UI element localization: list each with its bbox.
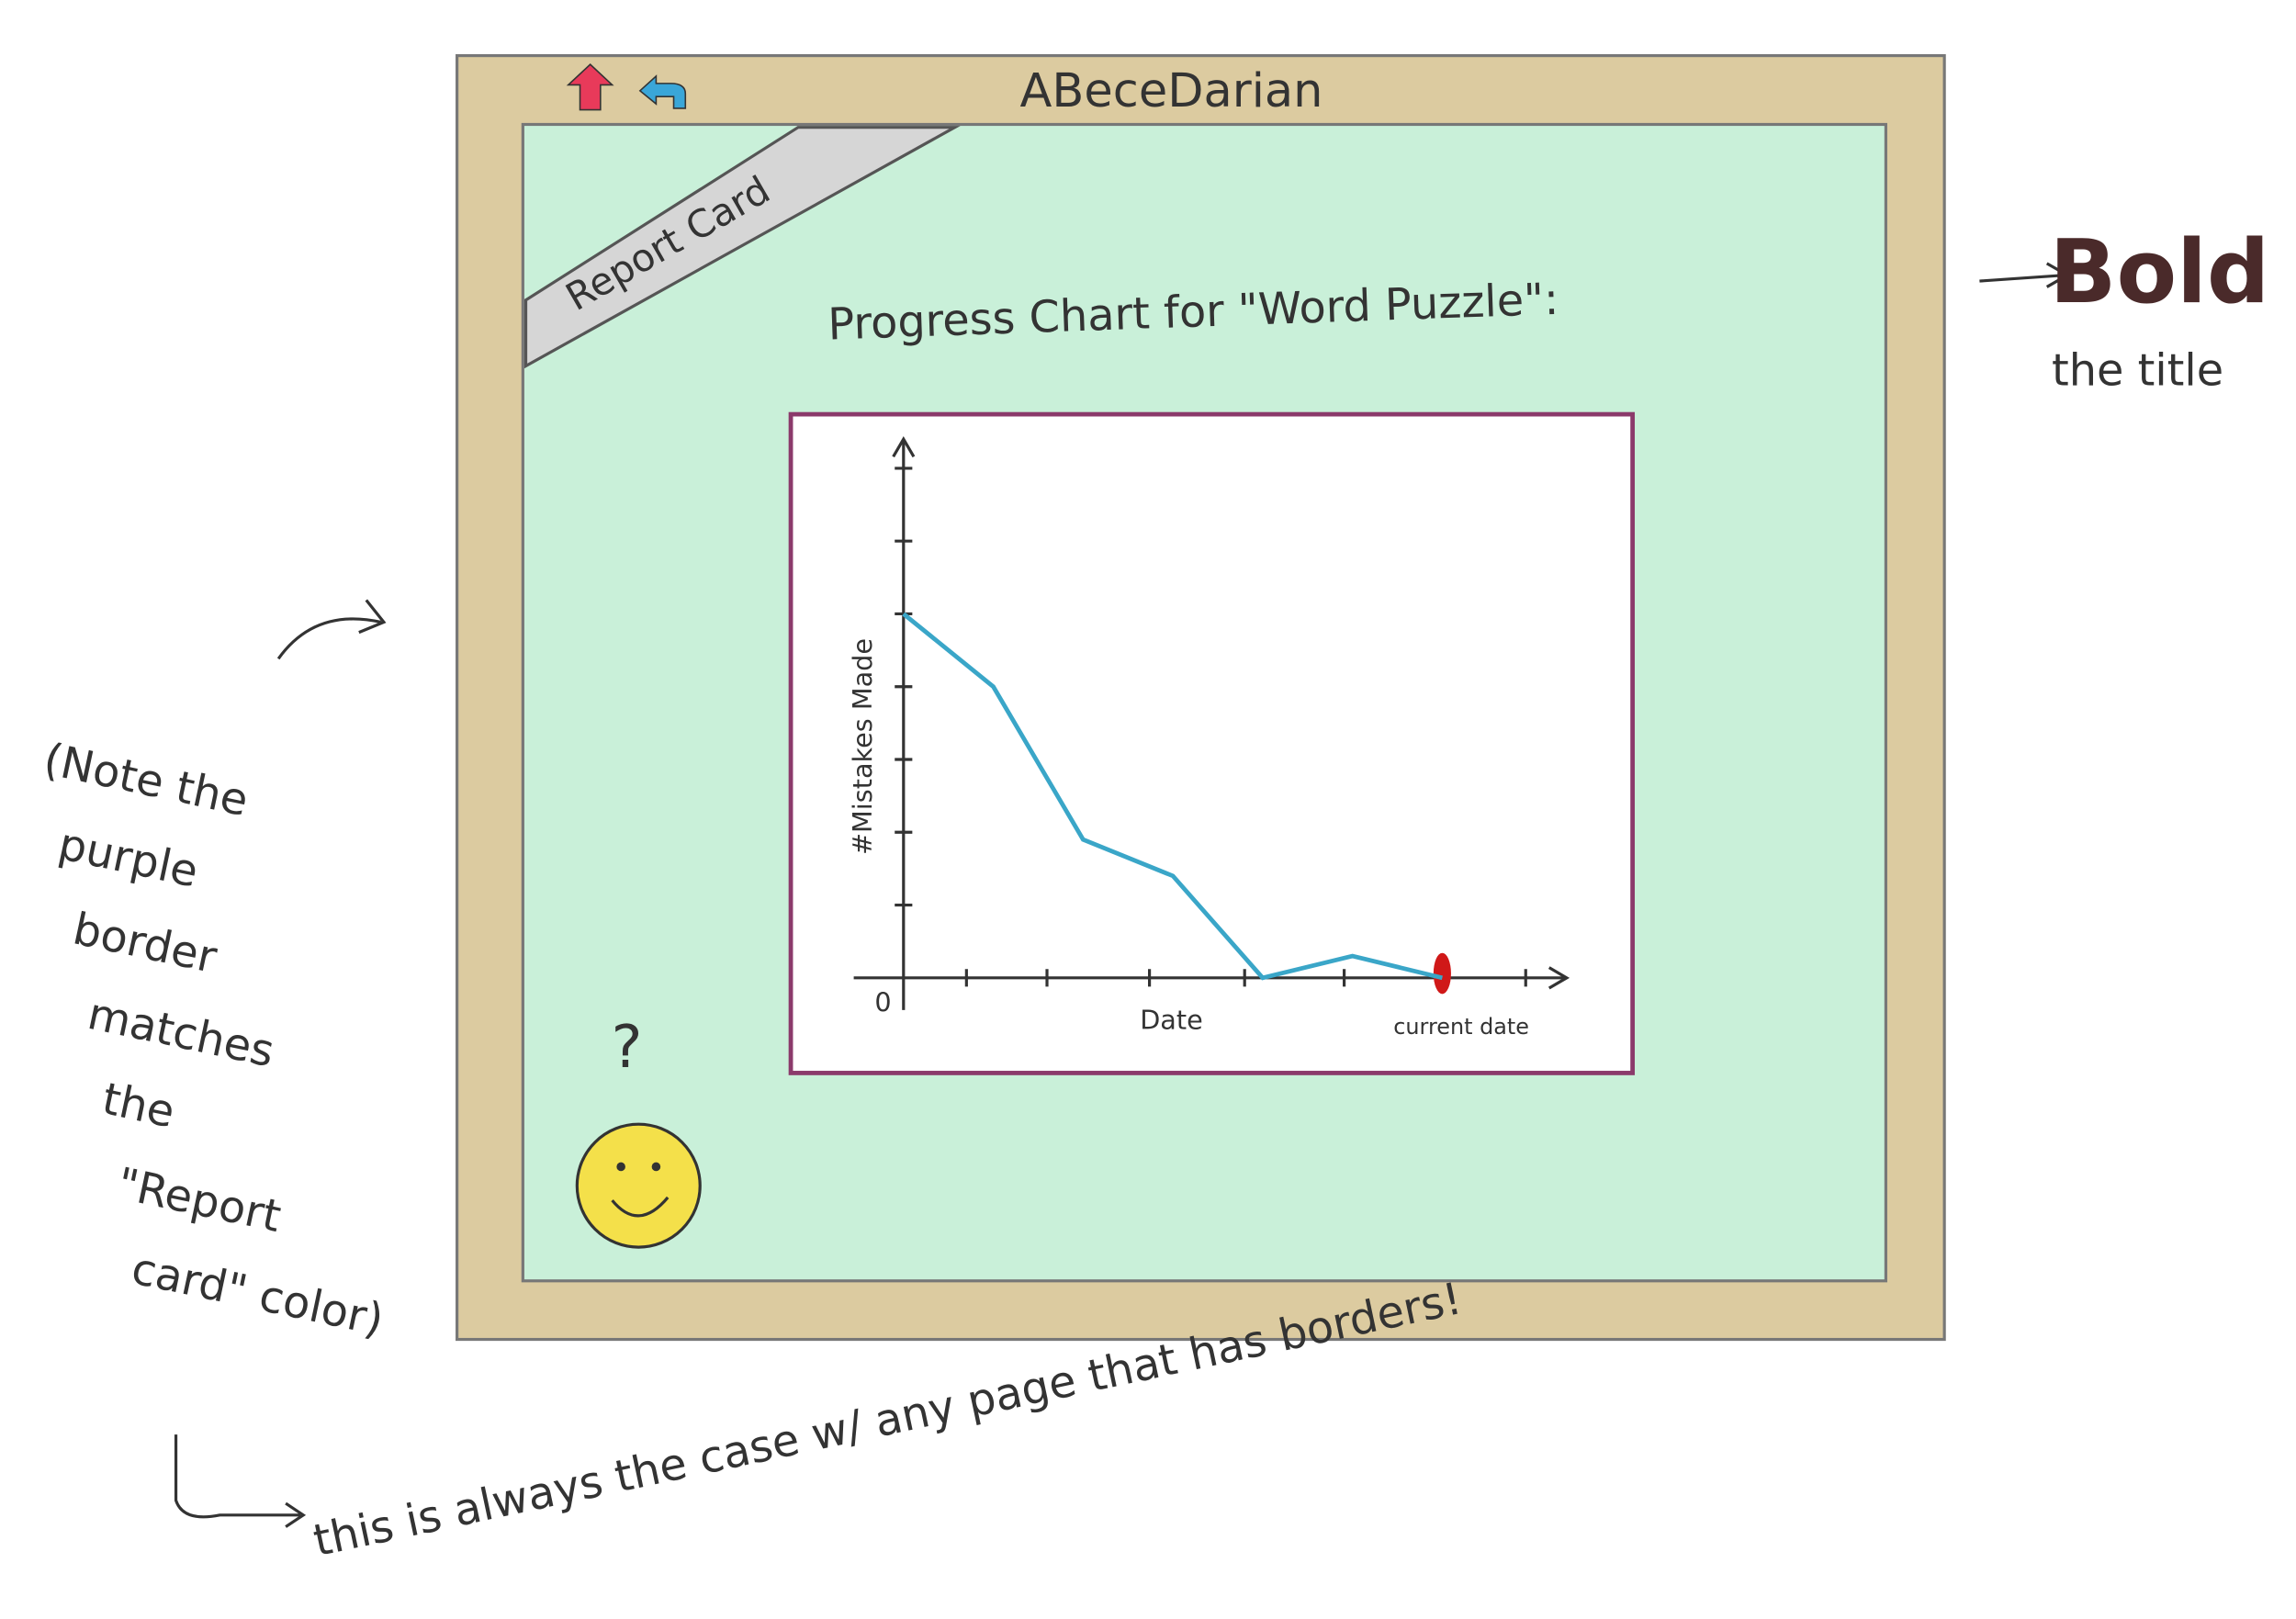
home-button[interactable] <box>566 63 614 111</box>
border-note-line: border <box>69 904 221 984</box>
smiley-eye <box>616 1162 625 1172</box>
x-axis-arrow <box>1548 966 1570 990</box>
report-card-tab[interactable] <box>523 126 961 369</box>
border-note-line: (Note the <box>39 735 253 827</box>
progress-line <box>902 612 1443 981</box>
back-button[interactable] <box>638 74 687 109</box>
y-axis-label: #Mistakes Made <box>847 638 878 855</box>
bold-note: Bold <box>2050 220 2270 323</box>
border-note-line: purple <box>54 819 202 898</box>
x-axis-label: Date <box>1140 1005 1203 1036</box>
note-arrow <box>174 1434 307 1528</box>
current-date-label: current date <box>1393 1014 1529 1040</box>
helper-smiley[interactable] <box>575 1122 702 1249</box>
smiley-eye <box>651 1162 661 1172</box>
y-axis-arrow <box>892 436 916 458</box>
border-note-line: card" color) <box>128 1243 388 1346</box>
note-arrow <box>1979 262 2071 288</box>
border-note-line: the <box>98 1074 179 1138</box>
bold-note-sub: the title <box>2052 345 2223 396</box>
border-note-line: "Report <box>113 1159 286 1242</box>
help-question[interactable]: ? <box>612 1014 643 1082</box>
smiley-mouth <box>611 1196 670 1218</box>
note-arrow <box>276 599 387 660</box>
origin-label: 0 <box>874 987 891 1018</box>
border-note-line: matches <box>84 989 278 1078</box>
current-date-marker <box>1433 952 1451 995</box>
window-title: ABeceDarian <box>1020 64 1323 118</box>
chart-box <box>788 411 1636 1075</box>
